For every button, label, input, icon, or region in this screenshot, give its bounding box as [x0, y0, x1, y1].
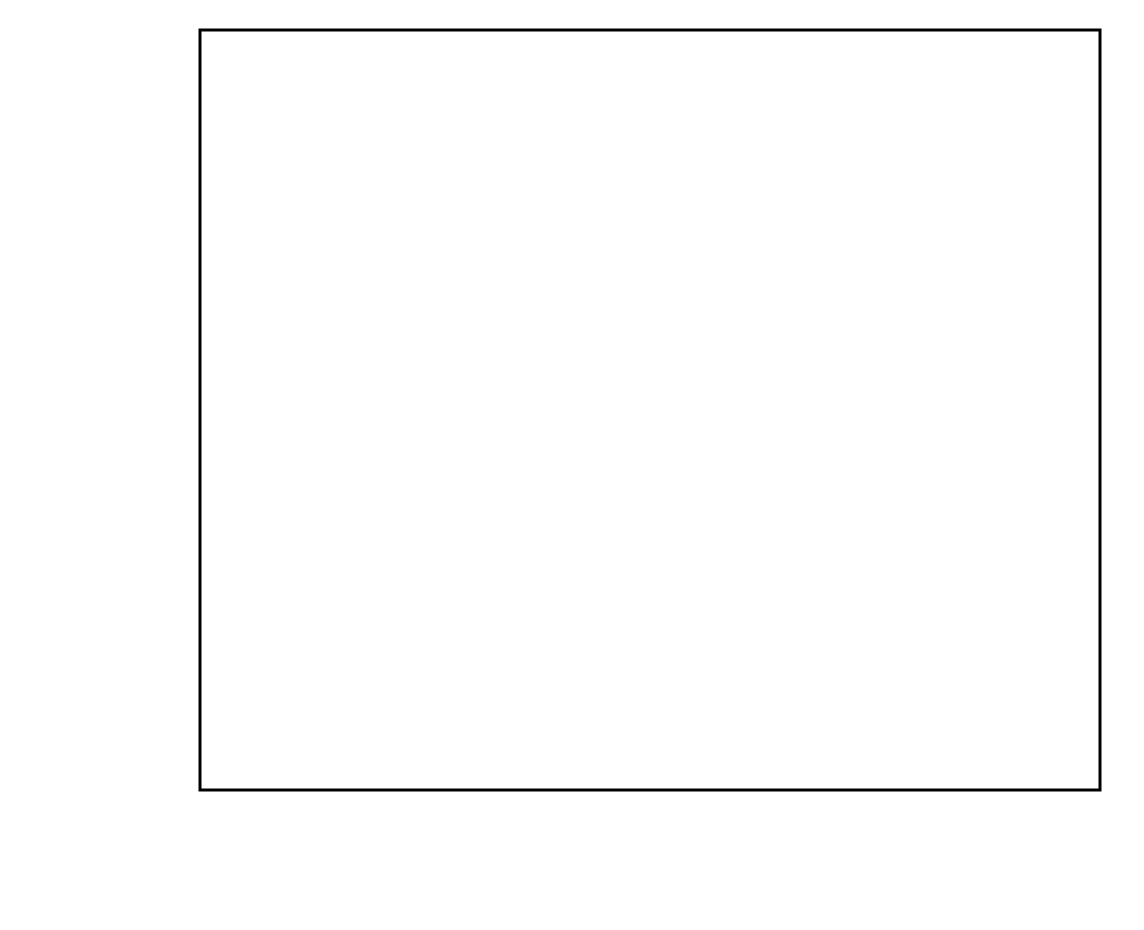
degradation-chart [0, 0, 1144, 930]
chart-container [0, 0, 1144, 930]
